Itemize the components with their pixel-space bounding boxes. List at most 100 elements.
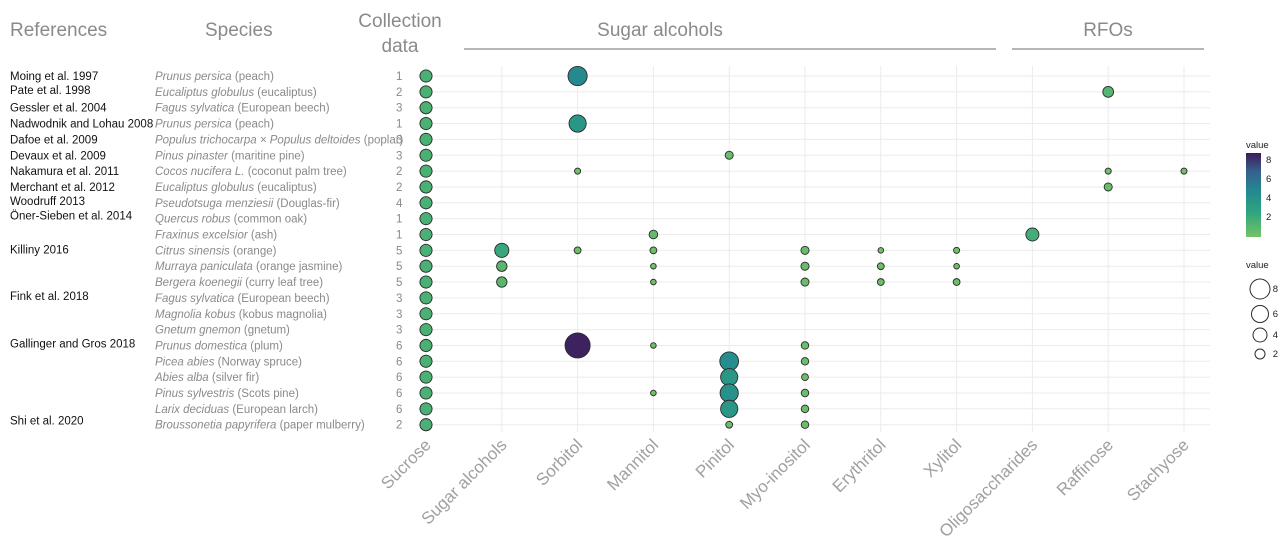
species-label: Pinus pinaster (maritine pine) — [155, 150, 305, 162]
species-label: Bergera koenegii (curry leaf tree) — [155, 277, 323, 289]
species-common-name: (common oak) — [230, 214, 307, 226]
data-point — [496, 260, 508, 272]
collection-data-value: 4 — [396, 198, 403, 210]
species-common-name: (maritine pine) — [228, 150, 305, 162]
reference-label: Devaux et al. 2009 — [10, 150, 106, 162]
species-label: Murraya paniculata (orange jasmine) — [155, 261, 342, 273]
species-name: Bergera koenegii — [155, 277, 242, 289]
collection-data-value: 2 — [396, 87, 402, 99]
collection-data-value: 2 — [396, 420, 402, 432]
color-legend-bar — [1246, 153, 1261, 237]
species-common-name: (ash) — [248, 230, 278, 242]
species-common-name: (orange jasmine) — [253, 261, 343, 273]
data-point — [650, 278, 657, 286]
species-common-name: (plum) — [247, 340, 283, 352]
species-common-name: (poplar) — [361, 134, 404, 146]
species-label: Eucaliptus globulus (eucaliptus) — [155, 182, 317, 194]
species-label: Prunus persica (peach) — [155, 71, 274, 83]
data-point — [801, 373, 809, 382]
size-legend-tick: 4 — [1273, 330, 1278, 341]
references-column: Moing et al. 1997 Pate et al. 1998 Gessl… — [10, 71, 153, 428]
data-point — [650, 342, 657, 349]
species-label: Abies alba (silver fir) — [154, 372, 259, 384]
data-point — [419, 227, 433, 242]
data-point — [496, 276, 508, 288]
data-point — [650, 389, 657, 397]
species-name: Quercus robus — [155, 214, 231, 226]
species-name: Pinus pinaster — [155, 150, 229, 162]
x-tick-label: Erythritol — [829, 435, 890, 496]
x-tick-label: Myo-inositol — [736, 435, 814, 513]
species-common-name: (peach) — [232, 119, 274, 131]
color-legend-tick: 8 — [1266, 155, 1271, 166]
data-point — [1180, 167, 1188, 175]
species-label: Broussonetia papyrifera (paper mulberry) — [155, 420, 365, 432]
data-point — [419, 354, 433, 368]
group-label-sugar-alcohols: Sugar alcohols — [597, 20, 723, 41]
species-column: Prunus persica (peach) 1 Eucaliptus globul… — [154, 71, 404, 432]
species-label: Picea abies (Norway spruce) — [155, 356, 302, 368]
reference-label: Moing et al. 1997 — [10, 71, 98, 83]
species-common-name: (eucaliptus) — [254, 87, 317, 99]
collection-data-value: 3 — [396, 325, 402, 337]
species-name: Picea abies — [155, 356, 215, 368]
data-point — [719, 383, 739, 403]
data-point — [419, 307, 433, 321]
species-common-name: (paper mulberry) — [276, 420, 364, 432]
species-common-name: (kobus magnolia) — [236, 309, 328, 321]
data-point — [419, 132, 433, 146]
color-legend-tick: 6 — [1266, 174, 1271, 185]
x-tick-label: Raffinose — [1053, 435, 1117, 499]
species-label: Gnetum gnemon (gnetum) — [155, 325, 290, 337]
species-label: Larix deciduas (European larch) — [155, 404, 318, 416]
species-common-name: (European larch) — [229, 404, 318, 416]
data-point — [419, 275, 433, 289]
data-point — [419, 370, 433, 384]
size-legend-title: value — [1246, 260, 1269, 271]
species-name: Fagus sylvatica — [155, 293, 234, 305]
data-point — [800, 277, 810, 287]
data-point — [567, 65, 588, 87]
references-header: References — [10, 20, 107, 41]
x-tick-label: Mannitol — [603, 435, 662, 494]
data-point — [419, 259, 433, 273]
reference-label: Öner-Sieben et al. 2014 — [10, 211, 133, 223]
data-point — [720, 399, 739, 418]
grid — [418, 66, 1210, 432]
species-common-name: (European beech) — [234, 103, 329, 115]
x-tick-label: Sorbitol — [532, 435, 586, 489]
data-point — [419, 69, 433, 83]
data-point — [719, 351, 740, 372]
collection-data-value: 6 — [396, 388, 402, 400]
collection-data-value: 6 — [396, 404, 402, 416]
collection-data-value: 2 — [396, 182, 402, 194]
x-tick-label: Pinitol — [692, 435, 738, 481]
species-name: Prunus domestica — [155, 340, 247, 352]
reference-label: Nadwodnik and Lohau 2008 — [10, 119, 153, 131]
species-label: Fagus sylvatica (European beech) — [155, 293, 330, 305]
group-label-rfos: RFOs — [1083, 20, 1133, 41]
species-name: Eucaliptus globulus — [155, 87, 254, 99]
data-point — [568, 114, 587, 133]
collection-header-line1: Collection — [358, 11, 441, 32]
species-name: Populus trichocarpa × Populus deltoides — [155, 134, 361, 146]
data-point — [419, 338, 433, 352]
data-point — [419, 212, 433, 226]
x-tick-label: Stachyose — [1123, 435, 1193, 505]
data-point — [725, 420, 734, 429]
species-name: Pseudotsuga menziesii — [155, 198, 274, 210]
data-point — [419, 85, 433, 99]
data-point — [952, 278, 961, 286]
data-point — [650, 262, 657, 270]
color-legend-title: value — [1246, 140, 1269, 151]
species-label: Magnolia kobus (kobus magnolia) — [155, 309, 327, 321]
data-point — [800, 341, 810, 350]
species-name: Larix deciduas — [155, 404, 229, 416]
data-point — [1104, 167, 1112, 175]
collection-data-value: 5 — [396, 245, 402, 257]
data-point — [1102, 86, 1115, 98]
species-name: Gnetum gnemon — [155, 325, 241, 337]
species-name: Broussonetia papyrifera — [155, 420, 276, 432]
size-legend-tick: 2 — [1273, 349, 1278, 360]
